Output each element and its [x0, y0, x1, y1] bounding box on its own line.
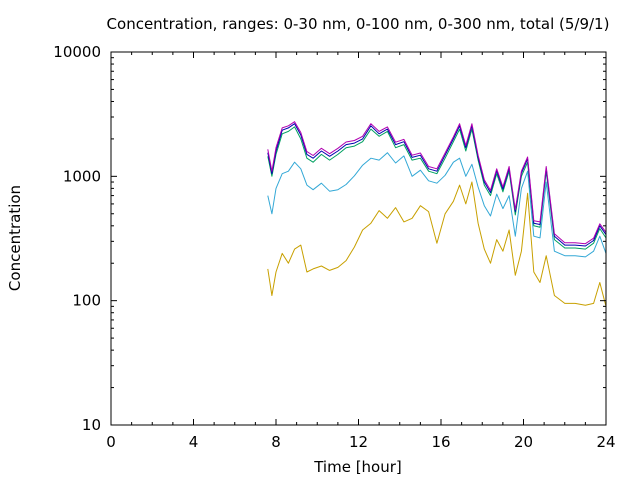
x-tick-label: 4 — [189, 433, 199, 451]
x-tick-label: 20 — [514, 433, 533, 451]
y-axis-label: Concentration — [6, 185, 24, 291]
series-line-5 — [267, 121, 607, 245]
series-line-2 — [267, 152, 607, 258]
x-tick-label: 12 — [349, 433, 368, 451]
x-tick-label: 16 — [431, 433, 450, 451]
x-axis: 0 4 8 12 16 20 24 — [106, 52, 616, 451]
y-tick-label: 10 — [82, 416, 101, 434]
chart-title: Concentration, ranges: 0-30 nm, 0-100 nm… — [107, 15, 610, 33]
series-line-3 — [267, 126, 607, 250]
x-tick-label: 24 — [596, 433, 615, 451]
x-axis-label: Time [hour] — [313, 458, 402, 476]
y-tick-label: 1000 — [63, 167, 101, 185]
y-axis: 10 100 1000 10000 — [53, 43, 606, 434]
x-tick-label: 0 — [106, 433, 116, 451]
y-tick-label: 10000 — [53, 43, 101, 61]
series-line-1 — [267, 181, 607, 307]
x-tick-label: 8 — [271, 433, 281, 451]
y-tick-label: 100 — [72, 292, 101, 310]
series-layer — [267, 121, 607, 307]
